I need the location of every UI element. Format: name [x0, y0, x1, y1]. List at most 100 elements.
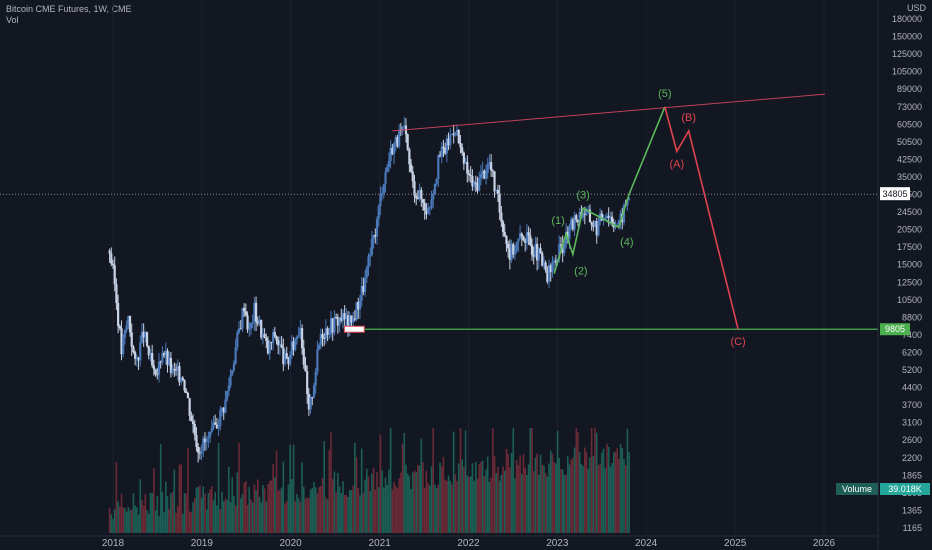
candle-body: [421, 199, 425, 203]
candle-body: [137, 357, 140, 361]
candle-body: [273, 332, 276, 337]
candle-body: [459, 143, 462, 148]
volume-bar: [170, 493, 172, 533]
candle-body: [300, 328, 304, 349]
volume-bar: [461, 459, 463, 533]
candle-body: [224, 399, 227, 413]
price-tick-label: 50500: [897, 137, 922, 147]
volume-bar: [342, 481, 344, 533]
volume-bar: [365, 468, 368, 533]
volume-value: 39.018K: [888, 484, 922, 494]
volume-bar: [176, 506, 179, 533]
volume-bar: [439, 462, 441, 533]
candle-body: [110, 253, 113, 264]
candle-body: [231, 370, 234, 376]
volume-bar: [560, 469, 562, 533]
price-tick-label: 17500: [897, 242, 922, 252]
volume-bar: [330, 432, 332, 533]
candle-body: [261, 334, 264, 338]
candle-body: [299, 328, 302, 336]
volume-bar: [137, 514, 140, 533]
volume-bar: [205, 509, 208, 533]
volume-bar: [183, 493, 186, 533]
candle-body: [159, 361, 162, 363]
price-tick-label: 2600: [902, 435, 922, 445]
candle-body: [408, 149, 411, 165]
candle-body: [256, 321, 259, 324]
candle-body: [529, 235, 532, 246]
volume-bar: [386, 484, 389, 533]
candle-body: [145, 332, 149, 346]
candle-body: [401, 126, 404, 132]
candle-body: [168, 357, 171, 366]
candle-body: [490, 162, 493, 171]
candle-body: [534, 243, 537, 257]
candle-body: [241, 307, 244, 329]
candle-body: [590, 222, 593, 225]
volume-bar: [587, 468, 590, 533]
volume-bar: [538, 475, 540, 533]
volume-bar: [163, 512, 165, 533]
volume-title: Volume: [842, 484, 872, 494]
candle-body: [180, 377, 183, 383]
candle-body: [503, 232, 506, 236]
volume-bar: [459, 428, 462, 533]
volume-bar: [125, 511, 128, 533]
candle-body: [491, 170, 494, 172]
candle-body: [382, 184, 385, 194]
volume-bar: [282, 461, 285, 533]
candle-body: [471, 175, 474, 187]
volume-bar: [166, 495, 169, 533]
volume-bar: [590, 428, 593, 533]
volume-bar: [171, 491, 174, 533]
volume-bar: [544, 473, 547, 533]
candle-body: [117, 303, 120, 326]
candle-body: [536, 243, 539, 261]
volume-bar: [156, 495, 159, 533]
candle-body: [367, 256, 370, 268]
volume-bar: [352, 485, 354, 533]
volume-bar: [529, 428, 532, 533]
volume-title-badge: [836, 483, 878, 495]
volume-bar: [321, 477, 324, 533]
candle-body: [389, 147, 392, 162]
wave-label-green: (5): [658, 88, 671, 100]
volume-bar: [115, 462, 118, 533]
volume-bar: [277, 490, 280, 533]
volume-bar: [391, 489, 394, 533]
volume-bar: [446, 480, 448, 533]
level-anchor-marker: [343, 325, 365, 333]
candle-body: [174, 369, 178, 371]
candle-body: [314, 371, 317, 386]
volume-bar: [185, 493, 188, 533]
candle-body: [568, 225, 571, 239]
candle-body: [333, 317, 336, 333]
volume-bar: [512, 428, 515, 533]
volume-bar: [199, 485, 201, 533]
candle-body: [118, 325, 121, 329]
candle-body: [450, 133, 454, 135]
volume-bar: [503, 470, 506, 533]
volume-bar: [558, 458, 561, 533]
candle-body: [425, 210, 428, 215]
candle-body: [203, 438, 207, 443]
candle-body: [365, 267, 368, 278]
volume-bar: [572, 457, 574, 533]
volume-bar: [449, 480, 452, 533]
candle-body: [447, 138, 450, 146]
candle-body: [563, 245, 566, 254]
volume-bar: [509, 467, 511, 533]
volume-bar: [212, 500, 215, 533]
candle-body: [253, 302, 256, 323]
candle-body: [576, 220, 580, 223]
candle-body: [353, 318, 356, 320]
volume-bar: [222, 501, 225, 533]
volume-bar: [595, 432, 598, 533]
volume-bar: [343, 494, 346, 533]
volume-bar: [427, 483, 429, 533]
volume-bar: [624, 465, 627, 533]
candle-body: [128, 315, 132, 333]
volume-bar: [514, 478, 516, 533]
